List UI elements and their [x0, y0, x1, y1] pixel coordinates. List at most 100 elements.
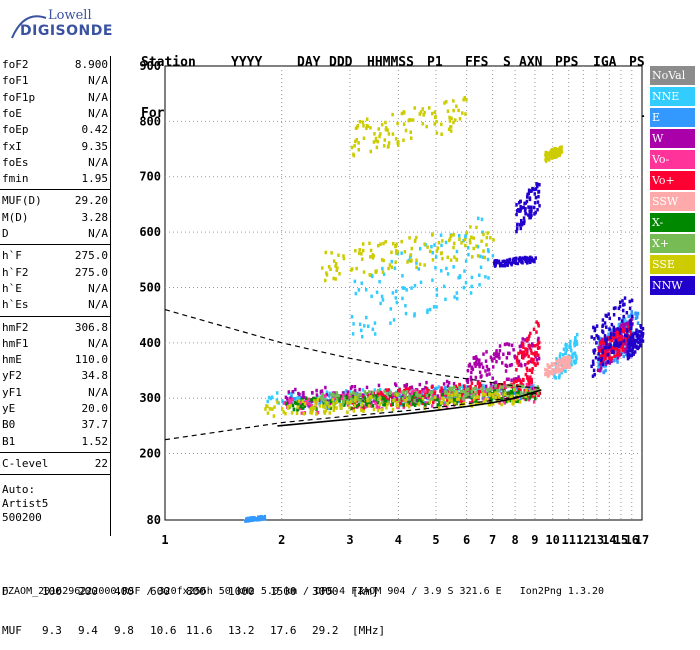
echo-point [560, 146, 563, 150]
echo-point [504, 369, 508, 373]
echo-point [520, 219, 523, 223]
echo-point [507, 342, 511, 347]
echo-point [620, 319, 624, 323]
echo-point [493, 263, 496, 267]
param-row: foEs N/A [2, 156, 108, 170]
echo-point [446, 109, 450, 113]
echo-point [480, 362, 483, 366]
echo-point [328, 401, 332, 406]
echo-point [518, 400, 522, 404]
echo-point [446, 396, 450, 400]
echo-point [517, 363, 521, 367]
echo-point [439, 251, 443, 256]
plot-frame [164, 65, 643, 521]
param-row: B0 37.7 [2, 418, 108, 432]
echo-point [441, 388, 444, 393]
echo-point [362, 407, 366, 411]
echo-point [630, 298, 634, 303]
echo-point [504, 385, 508, 389]
echo-point [475, 244, 478, 248]
echo-point [527, 257, 530, 261]
echo-point [371, 274, 374, 279]
echo-point [430, 404, 434, 408]
echo-point [610, 359, 613, 364]
echo-point [526, 192, 529, 197]
echo-point [433, 115, 437, 120]
echo-point [321, 404, 325, 409]
param-value: 275.0 [74, 265, 108, 279]
echo-point [353, 144, 356, 148]
echo-point [332, 276, 335, 281]
echo-point [506, 384, 510, 388]
echo-point [338, 398, 341, 403]
param-value: N/A [88, 298, 108, 312]
echo-point [530, 343, 534, 348]
echo-point [336, 266, 339, 270]
echo-point [442, 382, 446, 386]
echo-point [442, 397, 445, 402]
echo-point [631, 347, 634, 351]
echo-point [529, 348, 533, 352]
echo-point [262, 517, 266, 521]
echo-point [614, 338, 618, 343]
echo-point [466, 246, 470, 250]
echo-point [610, 332, 613, 336]
echo-point [469, 384, 472, 389]
echo-point [519, 226, 523, 231]
echo-point [545, 156, 549, 160]
echo-point [601, 318, 605, 322]
echo-point [411, 402, 415, 406]
echo-point [405, 382, 409, 387]
echo-point [492, 238, 495, 242]
echo-point [631, 351, 635, 356]
echo-point [334, 277, 337, 281]
echo-point [502, 392, 505, 397]
echo-point [375, 398, 378, 402]
direction-legend: NoVal NNE E W Vo- Vo+ SSW X- X+ SSE NNW [650, 66, 695, 297]
echo-point [601, 360, 605, 364]
echo-point [445, 404, 449, 409]
echo-point [421, 396, 425, 401]
echo-point [609, 342, 612, 346]
echo-point [324, 394, 327, 398]
echo-point [422, 113, 425, 117]
echo-point [605, 341, 608, 346]
echo-point [630, 342, 633, 347]
echo-point [323, 405, 327, 410]
echo-point [371, 253, 375, 257]
echo-point [573, 341, 576, 346]
footer-cell: D [2, 585, 9, 598]
echo-point [350, 398, 354, 403]
echo-point [452, 99, 455, 103]
echo-point [521, 261, 524, 265]
echo-point [369, 393, 373, 397]
echo-point [481, 255, 485, 259]
echo-point [550, 362, 554, 367]
echo-point [630, 309, 634, 314]
echo-point [596, 335, 600, 339]
param-value: 22 [94, 456, 108, 470]
echo-point [373, 396, 376, 401]
echo-point [498, 348, 502, 353]
echo-points [244, 95, 645, 523]
echo-point [391, 112, 394, 117]
echo-point [595, 324, 599, 328]
echo-point [394, 244, 398, 248]
echo-point [538, 182, 541, 187]
param-value: N/A [88, 227, 108, 240]
echo-point [529, 359, 533, 364]
echo-point [472, 397, 476, 401]
echo-point [268, 406, 272, 411]
param-name: h`Es [2, 298, 29, 312]
echo-point [417, 402, 421, 407]
echo-point [626, 352, 630, 356]
profile-upper-dashed [164, 309, 541, 389]
echo-point [510, 343, 514, 348]
echo-point [332, 408, 336, 413]
echo-point [288, 398, 291, 403]
echo-point [257, 517, 261, 522]
echo-point [382, 241, 385, 246]
echo-point [316, 398, 319, 403]
echo-point [457, 108, 460, 113]
echo-point [602, 355, 605, 360]
